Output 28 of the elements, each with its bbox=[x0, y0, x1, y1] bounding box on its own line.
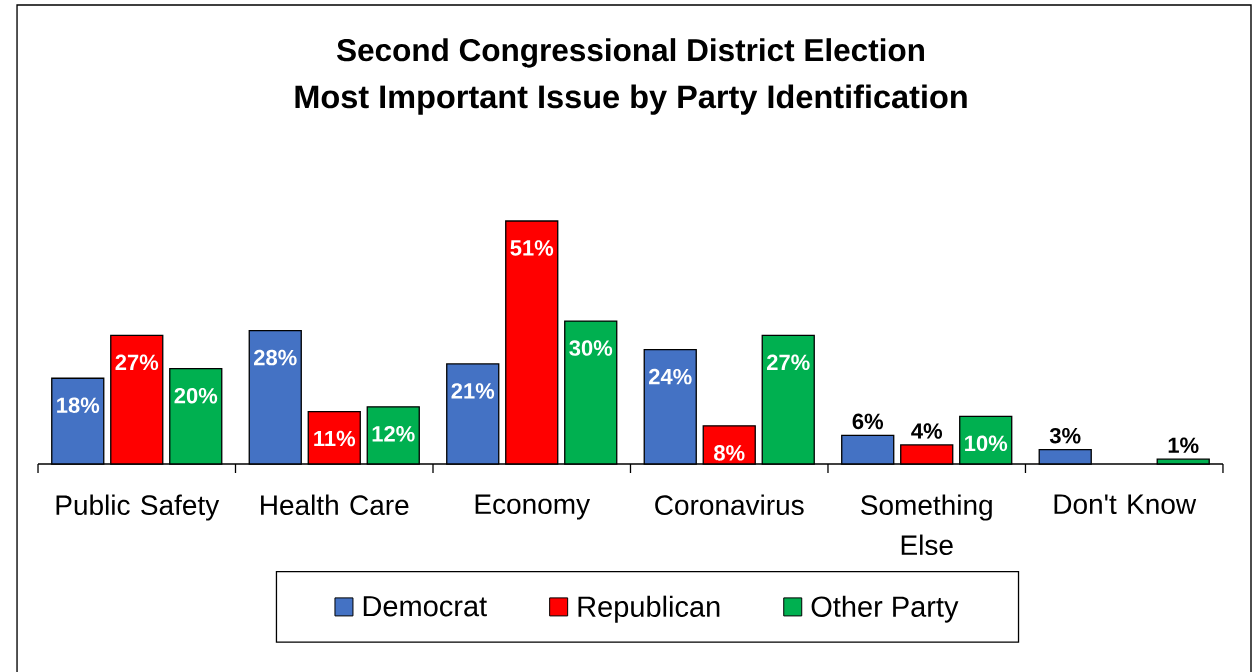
data-label: 28% bbox=[254, 349, 297, 366]
x-tick-label: Don't Know bbox=[1054, 494, 1197, 515]
data-label: 18% bbox=[57, 397, 100, 414]
chart-subtitle: Most Important Issue by Party Identification bbox=[295, 84, 967, 115]
legend-label: Other Party bbox=[811, 595, 959, 623]
x-tick-label: Economy bbox=[475, 494, 591, 520]
data-label: 1% bbox=[1168, 437, 1199, 454]
x-tick-label: Health Care bbox=[261, 494, 409, 516]
data-label: 51% bbox=[510, 240, 554, 256]
data-label: 30% bbox=[569, 340, 613, 356]
data-label: 27% bbox=[766, 354, 810, 371]
data-label: 11% bbox=[314, 430, 356, 447]
x-tick-label: Public Safety bbox=[56, 494, 220, 521]
legend-label: Republican bbox=[578, 595, 720, 623]
x-tick-label: Coronavirus bbox=[655, 494, 804, 516]
data-label: 6% bbox=[852, 413, 884, 430]
legend-label: Democrat bbox=[363, 596, 487, 617]
data-label: 20% bbox=[174, 387, 218, 404]
data-label: 12% bbox=[372, 426, 415, 442]
data-label: 4% bbox=[911, 423, 943, 439]
chart-title: Second Congressional District Election bbox=[336, 38, 924, 68]
data-label: 27% bbox=[115, 354, 159, 371]
data-label: 21% bbox=[451, 383, 495, 399]
data-label: 3% bbox=[1049, 427, 1081, 444]
data-label: 24% bbox=[648, 368, 692, 385]
x-tick-label: Something Else bbox=[861, 494, 992, 556]
data-label: 8% bbox=[714, 445, 745, 461]
data-label: 10% bbox=[965, 435, 1008, 452]
